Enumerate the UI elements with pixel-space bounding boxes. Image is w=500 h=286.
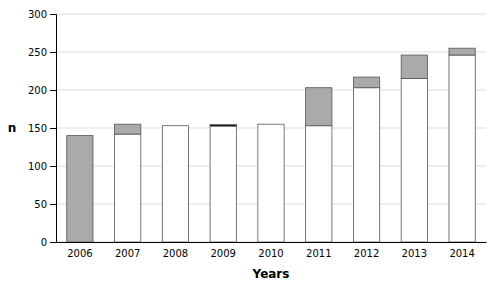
x-tick: 2014 [449,242,474,259]
bar [401,55,427,79]
x-tick: 2013 [402,242,427,259]
x-tick-label: 2006 [67,248,92,259]
bar [401,79,427,242]
x-axis: 2006 2007 2008 2009 2010 2011 2012 2013 2014 [57,242,487,259]
x-tick-label: 2012 [354,248,379,259]
bar-series [115,55,476,242]
chart-svg: 0501001502002503002006200720082009201020… [0,0,500,286]
bar [306,126,332,242]
y-tick-mark [50,52,56,53]
bar [353,77,379,88]
bar [210,125,236,126]
chart-container: 0501001502002503002006200720082009201020… [0,0,500,286]
x-tick-label: 2009 [210,248,235,259]
x-tick: 2007 [115,242,140,259]
y-tick-mark [50,128,56,129]
y-tick-label: 300 [28,9,47,20]
x-tick-label: 2013 [402,248,427,259]
y-tick-label: 100 [28,161,47,172]
y-axis: 0 50 100 150 200 250 300 [28,9,57,248]
bar [353,88,379,242]
x-axis-title: Years [252,267,290,281]
bar [258,124,284,242]
y-tick-mark [50,166,56,167]
x-tick-label: 2007 [115,248,140,259]
bar [210,126,236,242]
bar [306,88,332,126]
bar [258,124,284,125]
y-tick-mark [50,204,56,205]
bar-series [67,48,476,242]
y-tick: 100 [28,161,56,172]
x-tick-label: 2008 [163,248,188,259]
y-tick-mark [50,90,56,91]
bar [449,48,475,55]
y-tick: 250 [28,47,56,58]
x-axis-line [57,242,487,243]
y-tick: 200 [28,85,56,96]
y-tick-label: 250 [28,47,47,58]
grid-line [56,14,486,15]
y-tick: 300 [28,9,56,20]
bar [162,125,188,126]
grid [56,14,486,242]
y-axis-line [50,15,57,243]
y-tick-label: 200 [28,85,47,96]
bar [115,134,141,242]
x-tick: 2006 [67,242,92,259]
y-tick-label: 50 [34,199,47,210]
y-tick-label: 150 [28,123,47,134]
y-tick-mark [50,14,56,15]
plot-area: 0501001502002503002006200720082009201020… [28,9,487,259]
y-tick: 150 [28,123,56,134]
bar [67,136,93,242]
x-tick: 2010 [258,242,283,259]
bar [449,55,475,242]
x-tick: 2012 [354,242,379,259]
bar [210,125,236,127]
grid-line [56,52,486,53]
bar [115,124,141,134]
y-axis-title: n [8,121,17,135]
bar-series [210,125,236,127]
bars [67,48,476,242]
x-tick: 2009 [210,242,235,259]
x-tick: 2011 [306,242,331,259]
x-tick-label: 2010 [258,248,283,259]
y-tick: 0 [41,237,56,248]
x-tick-label: 2011 [306,248,331,259]
y-tick-mark [50,242,56,243]
bar [162,126,188,242]
y-tick: 50 [34,199,56,210]
y-tick-label: 0 [41,237,47,248]
x-tick: 2008 [163,242,188,259]
x-tick-label: 2014 [449,248,474,259]
